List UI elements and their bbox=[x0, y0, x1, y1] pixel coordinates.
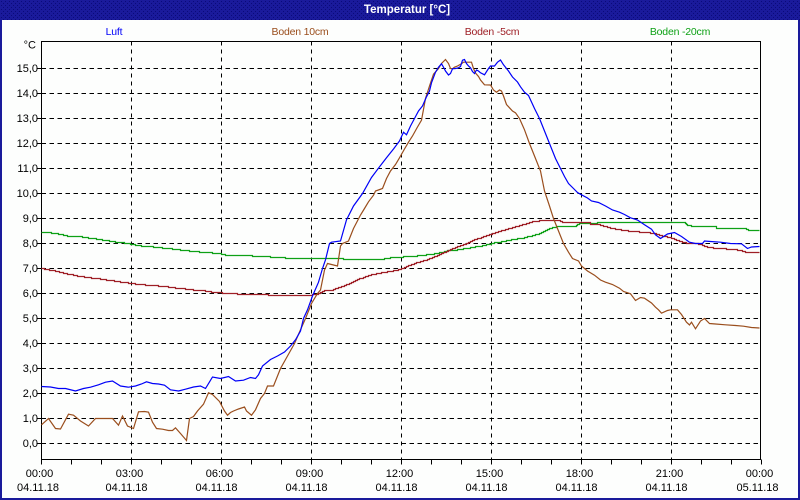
svg-text:06:00: 06:00 bbox=[206, 468, 234, 480]
svg-text:7,0: 7,0 bbox=[23, 263, 38, 275]
svg-text:4,0: 4,0 bbox=[23, 338, 38, 350]
svg-text:12:00: 12:00 bbox=[386, 468, 414, 480]
svg-text:12,0: 12,0 bbox=[17, 138, 38, 150]
svg-text:00:00: 00:00 bbox=[746, 468, 774, 480]
svg-text:15:00: 15:00 bbox=[476, 468, 504, 480]
svg-text:04.11.18: 04.11.18 bbox=[17, 482, 59, 494]
svg-text:Temperatur [°C]: Temperatur [°C] bbox=[364, 4, 450, 16]
svg-text:6,0: 6,0 bbox=[23, 288, 38, 300]
svg-text:09:00: 09:00 bbox=[296, 468, 324, 480]
svg-text:10,0: 10,0 bbox=[17, 188, 38, 200]
svg-text:15,0: 15,0 bbox=[17, 63, 38, 75]
svg-text:1,0: 1,0 bbox=[23, 413, 38, 425]
svg-text:04.11.18: 04.11.18 bbox=[465, 482, 507, 494]
svg-text:14,0: 14,0 bbox=[17, 88, 38, 100]
svg-text:3,0: 3,0 bbox=[23, 363, 38, 375]
svg-text:03:00: 03:00 bbox=[116, 468, 144, 480]
svg-text:04.11.18: 04.11.18 bbox=[555, 482, 597, 494]
svg-text:13,0: 13,0 bbox=[17, 113, 38, 125]
svg-text:04.11.18: 04.11.18 bbox=[195, 482, 237, 494]
svg-text:Boden -5cm: Boden -5cm bbox=[465, 26, 520, 38]
svg-text:04.11.18: 04.11.18 bbox=[285, 482, 327, 494]
svg-text:°C: °C bbox=[24, 40, 36, 52]
svg-text:Boden -20cm: Boden -20cm bbox=[650, 26, 711, 38]
svg-text:2,0: 2,0 bbox=[23, 388, 38, 400]
svg-text:8,0: 8,0 bbox=[23, 238, 38, 250]
svg-text:21:00: 21:00 bbox=[656, 468, 684, 480]
svg-text:0,0: 0,0 bbox=[23, 438, 38, 450]
svg-text:5,0: 5,0 bbox=[23, 313, 38, 325]
svg-text:11,0: 11,0 bbox=[17, 163, 38, 175]
svg-text:9,0: 9,0 bbox=[23, 213, 38, 225]
svg-text:05.11.18: 05.11.18 bbox=[736, 482, 778, 494]
svg-text:04.11.18: 04.11.18 bbox=[645, 482, 687, 494]
svg-text:04.11.18: 04.11.18 bbox=[375, 482, 417, 494]
svg-text:04.11.18: 04.11.18 bbox=[105, 482, 147, 494]
svg-text:Boden 10cm: Boden 10cm bbox=[272, 26, 329, 38]
svg-text:Luft: Luft bbox=[106, 26, 123, 38]
svg-text:18:00: 18:00 bbox=[566, 468, 594, 480]
svg-text:00:00: 00:00 bbox=[26, 468, 54, 480]
